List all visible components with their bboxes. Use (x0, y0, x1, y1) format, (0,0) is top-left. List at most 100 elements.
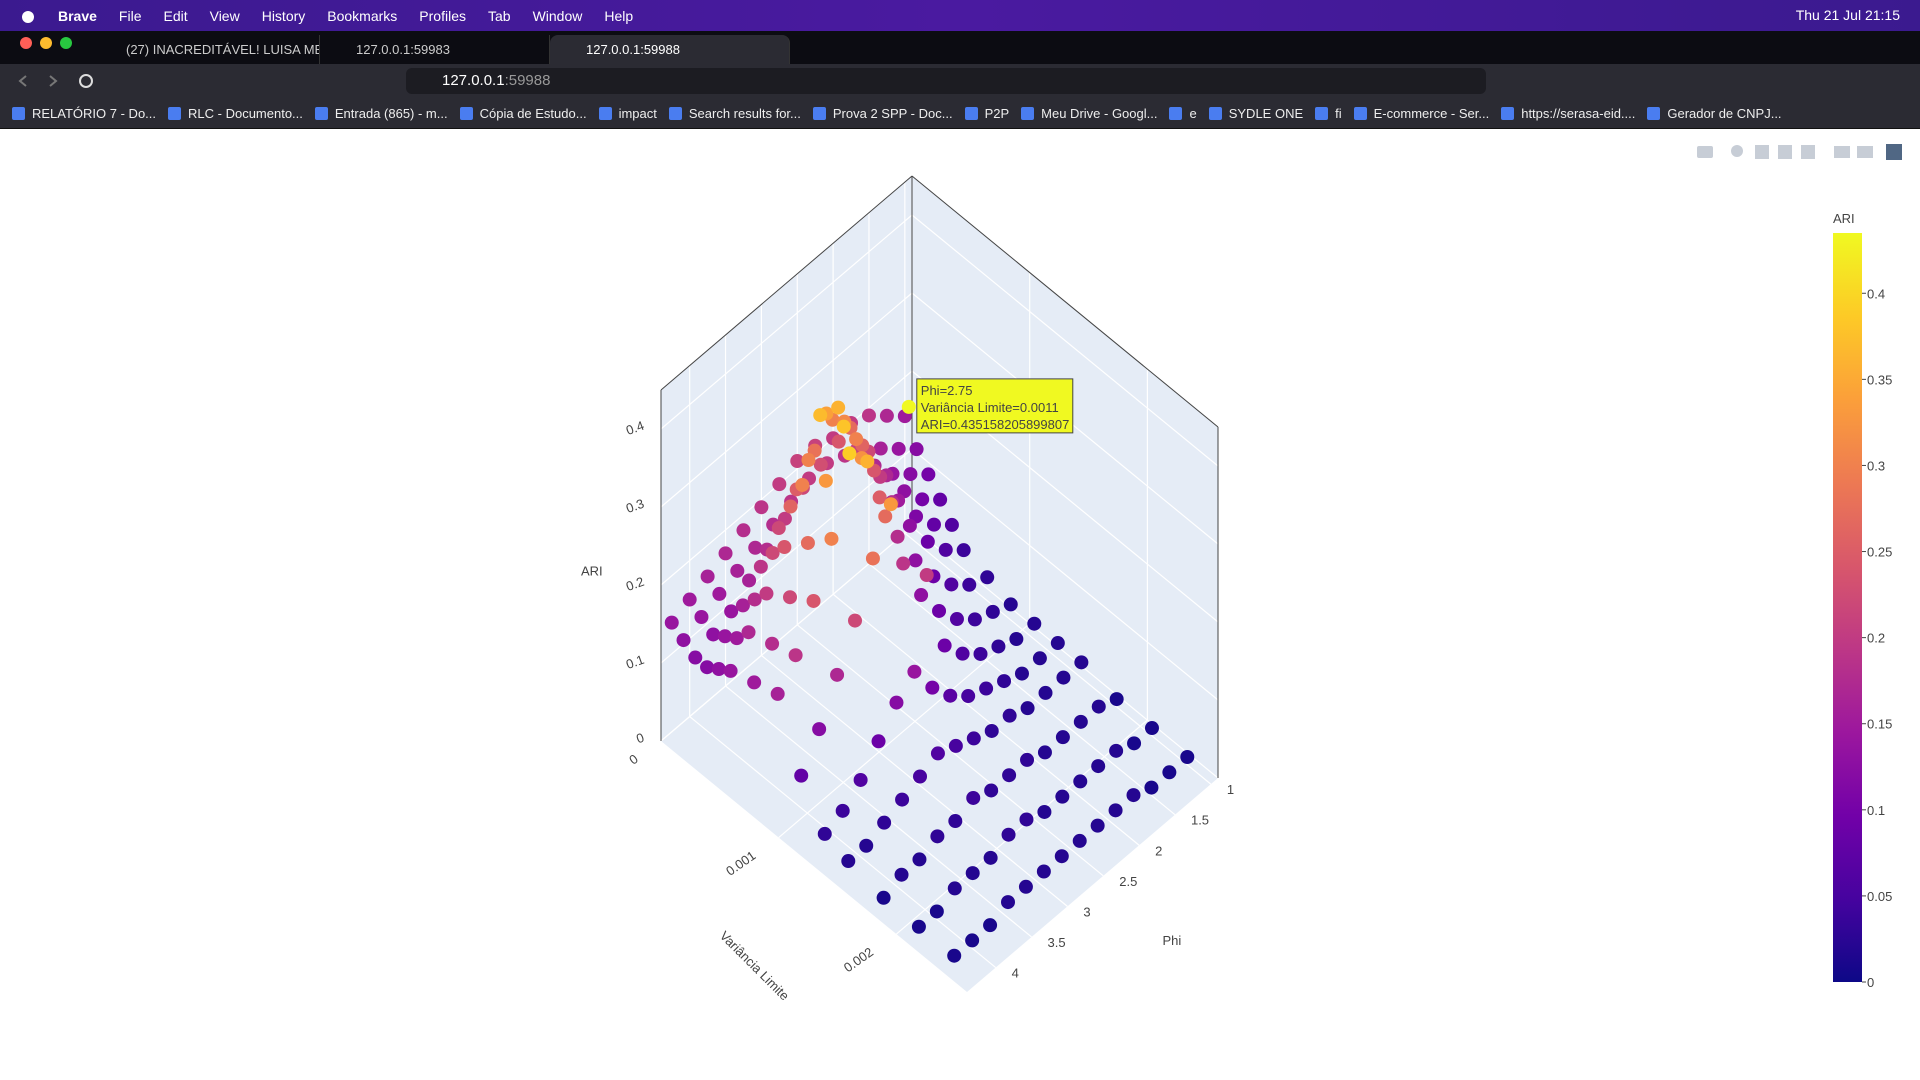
grid-line (911, 214, 1219, 467)
bookmark[interactable]: P2P (964, 106, 1009, 121)
data-point (1073, 714, 1088, 729)
menu-item[interactable]: File (118, 7, 142, 24)
bookmark[interactable]: https://serasa-eid.... (1501, 106, 1635, 121)
data-point (736, 523, 751, 538)
menu-item[interactable]: View (209, 7, 240, 24)
data-point (965, 933, 980, 948)
data-point (980, 570, 995, 585)
grid-line (689, 716, 997, 969)
x-tick-label: 3.5 (1048, 935, 1066, 950)
menu-item[interactable]: Profiles (419, 7, 466, 24)
menu-item[interactable]: History (261, 7, 306, 24)
bookmark[interactable]: impact (598, 106, 657, 121)
menu-item[interactable]: Bookmarks (327, 7, 398, 24)
modebar[interactable] (1697, 144, 1902, 160)
data-point (861, 408, 876, 423)
x-axis-title: Phi (1163, 933, 1182, 948)
data-point (1127, 736, 1142, 751)
bookmark[interactable]: Meu Drive - Googl... (1021, 106, 1157, 121)
data-point (997, 674, 1012, 689)
bookmark[interactable]: Prova 2 SPP - Doc... (812, 106, 953, 121)
app-name[interactable]: Brave (58, 7, 97, 24)
data-point (770, 686, 785, 701)
bookmark[interactable]: SYDLE ONE (1208, 106, 1303, 121)
tab[interactable]: 127.0.0.1:59988 (550, 35, 790, 64)
data-point (664, 615, 679, 630)
data-point (700, 660, 715, 675)
bookmark[interactable]: Search results for... (668, 106, 801, 121)
tab[interactable]: 127.0.0.1:59983 (320, 35, 550, 64)
tab-bar: (27) INACREDITÁVEL! LUISA MEL IN127.0.0.… (0, 31, 1920, 64)
data-point (889, 695, 904, 710)
data-point (694, 609, 709, 624)
data-point (911, 919, 926, 934)
data-point (920, 534, 935, 549)
z-axis-title: ARI (581, 564, 603, 579)
menu-item[interactable]: Tab (487, 7, 511, 24)
data-point (800, 535, 815, 550)
hover-label: Phi=2.75 Variância Limite=0.0011 ARI=0.435… (916, 378, 1074, 434)
menu-item[interactable]: Edit (163, 7, 188, 24)
data-point (912, 852, 927, 867)
tab[interactable]: (27) INACREDITÁVEL! LUISA MEL IN (90, 35, 320, 64)
data-point (782, 590, 797, 605)
data-point (831, 434, 846, 449)
colorbar (1833, 233, 1862, 982)
bookmark[interactable]: RLC - Documento... (168, 106, 303, 121)
x-tick-label: 1 (1227, 782, 1234, 797)
bookmark[interactable]: Gerador de CNPJ... (1647, 106, 1782, 121)
colorbar-tick-label: 0.2 (1867, 631, 1885, 646)
data-point (723, 663, 738, 678)
data-point (712, 586, 727, 601)
data-point (1037, 804, 1052, 819)
data-point (706, 627, 721, 642)
bookmark[interactable]: RELATÓRIO 7 - Do... (12, 106, 156, 121)
bookmark[interactable]: e (1169, 106, 1197, 121)
data-point (1037, 745, 1052, 760)
data-point (943, 688, 958, 703)
data-point (788, 648, 803, 663)
url-field[interactable]: 127.0.0.1:59988 (406, 68, 1486, 94)
data-point (1019, 812, 1034, 827)
data-point (913, 769, 928, 784)
data-point (876, 890, 891, 905)
data-point (772, 477, 787, 492)
data-point (676, 633, 691, 648)
bookmark[interactable]: E-commerce - Ser... (1353, 106, 1489, 121)
data-point (903, 467, 918, 482)
data-point (700, 569, 715, 584)
bookmark[interactable]: Entrada (865) - m... (314, 106, 448, 121)
data-point (841, 854, 856, 869)
data-point (1074, 655, 1089, 670)
data-point (765, 636, 780, 651)
data-point (1036, 864, 1051, 879)
grid-line (660, 448, 913, 664)
data-point (938, 542, 953, 557)
data-point (795, 477, 810, 492)
menu-item[interactable]: Window (532, 7, 583, 24)
z-tick-label: 0.4 (624, 418, 646, 438)
data-point (873, 441, 888, 456)
data-point (1109, 743, 1124, 758)
data-point (1055, 730, 1070, 745)
data-point (871, 734, 886, 749)
x-tick-label: 1.5 (1191, 813, 1209, 828)
colorbar-tick-label: 0.3 (1867, 458, 1885, 473)
wall (661, 176, 912, 741)
grid-line (761, 654, 1068, 907)
data-point (794, 768, 809, 783)
bookmark[interactable]: fi (1315, 106, 1342, 121)
data-point (947, 881, 962, 896)
grid-line (660, 214, 913, 430)
bookmark[interactable]: Cópia de Estudo... (459, 106, 587, 121)
data-point (848, 613, 863, 628)
menu-item[interactable]: Help (604, 7, 634, 24)
data-point (947, 948, 962, 963)
data-point (835, 803, 850, 818)
data-point (1108, 803, 1123, 818)
data-point (949, 612, 964, 627)
data-point (836, 419, 851, 434)
data-point (812, 722, 827, 737)
data-point (730, 563, 745, 578)
nav-buttons[interactable] (0, 64, 110, 98)
